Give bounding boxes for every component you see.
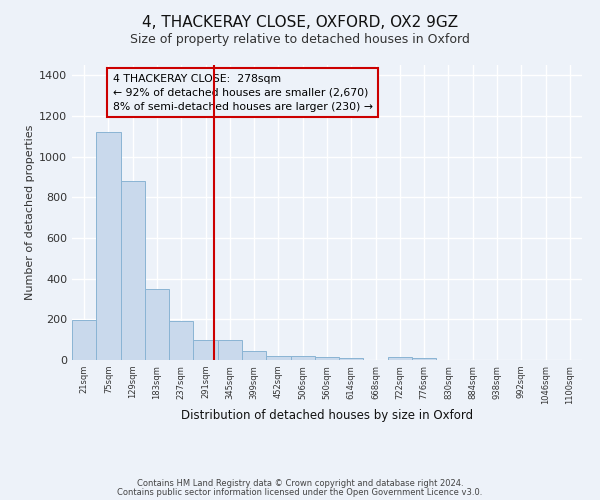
Bar — [242, 351, 266, 360]
Bar — [339, 358, 364, 360]
Bar — [169, 322, 193, 360]
Bar — [96, 132, 121, 360]
Text: Size of property relative to detached houses in Oxford: Size of property relative to detached ho… — [130, 32, 470, 46]
Bar — [266, 356, 290, 360]
Bar — [72, 320, 96, 360]
Bar — [315, 357, 339, 360]
Bar — [388, 357, 412, 360]
Y-axis label: Number of detached properties: Number of detached properties — [25, 125, 35, 300]
Text: Contains public sector information licensed under the Open Government Licence v3: Contains public sector information licen… — [118, 488, 482, 497]
Bar — [193, 340, 218, 360]
Bar — [290, 356, 315, 360]
Bar — [121, 181, 145, 360]
Text: 4, THACKERAY CLOSE, OXFORD, OX2 9GZ: 4, THACKERAY CLOSE, OXFORD, OX2 9GZ — [142, 15, 458, 30]
X-axis label: Distribution of detached houses by size in Oxford: Distribution of detached houses by size … — [181, 410, 473, 422]
Bar — [145, 289, 169, 360]
Text: Contains HM Land Registry data © Crown copyright and database right 2024.: Contains HM Land Registry data © Crown c… — [137, 480, 463, 488]
Bar — [412, 358, 436, 360]
Text: 4 THACKERAY CLOSE:  278sqm
← 92% of detached houses are smaller (2,670)
8% of se: 4 THACKERAY CLOSE: 278sqm ← 92% of detac… — [113, 74, 373, 112]
Bar — [218, 340, 242, 360]
